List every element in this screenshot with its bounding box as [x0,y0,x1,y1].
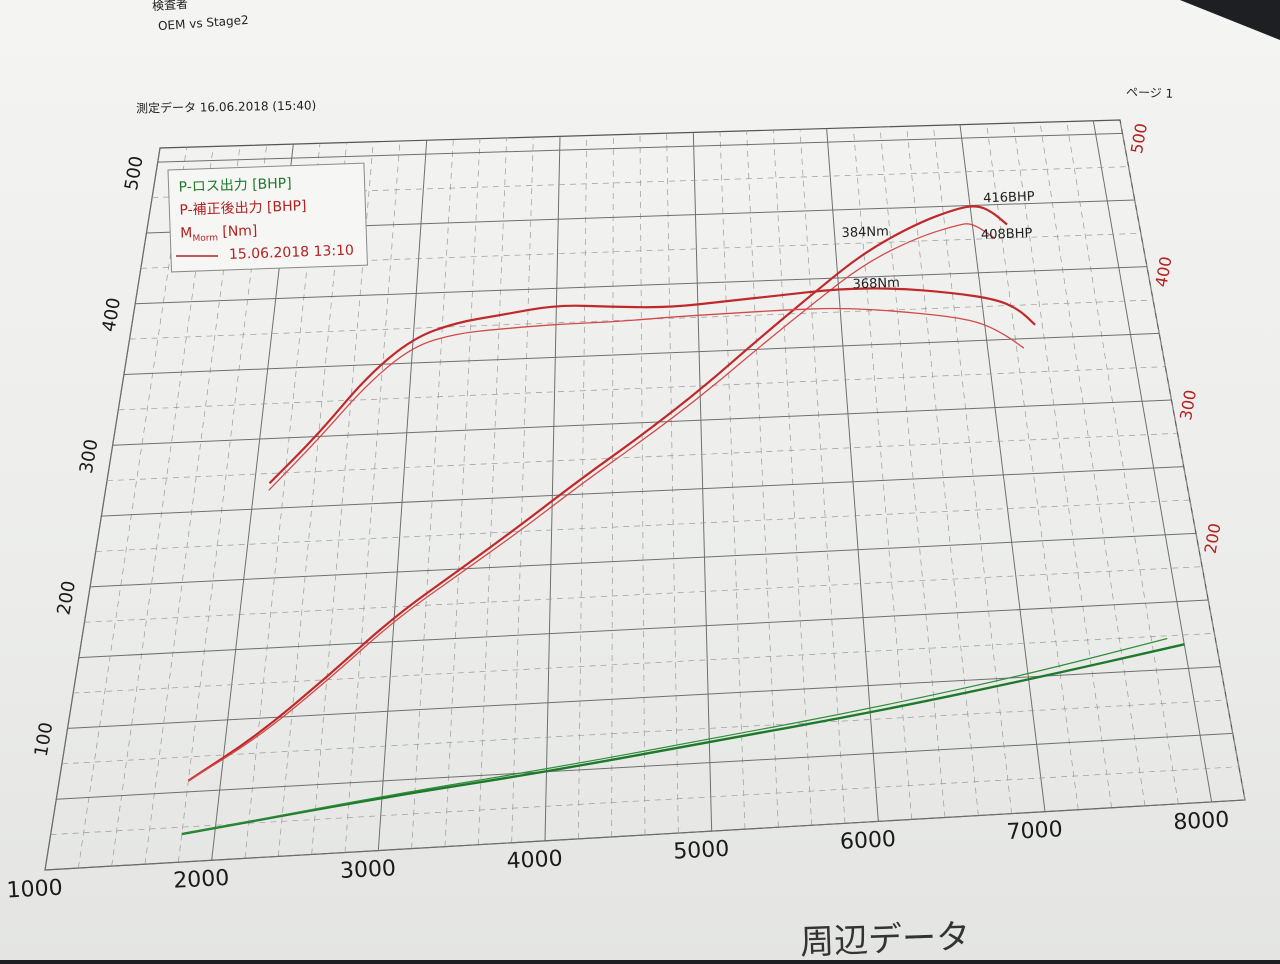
annotation-label: 408BHP [981,226,1033,243]
grid-line-v [411,139,454,849]
grid-line-v [719,131,746,830]
grid-line-v [906,126,979,816]
grid-line-v [344,140,401,853]
y-right-tick-label: 400 [1152,255,1176,288]
x-tick-label: 6000 [839,827,896,855]
legend-box [167,162,368,273]
grid-line-v [511,137,534,843]
grid-line-v [639,133,646,836]
grid-line-v [666,133,679,834]
legend-entry: P-ロス出力 [BHP] [178,176,292,196]
grid-line-v [1092,120,1213,803]
legend-entry: 15.06.2018 13:10 [229,243,354,263]
y-left-tick-label: 200 [53,579,80,616]
legend-entry: P-補正後出力 [BHP] [179,198,307,218]
chart-legend: P-ロス出力 [BHP]P-補正後出力 [BHP]MMorm [Nm]15.06… [167,162,368,273]
grid-line-v [544,136,561,841]
grid-line-h [67,666,1221,729]
series-line-5 [181,643,1185,836]
grid-line-v [959,124,1046,812]
grid-line-v [746,130,779,828]
x-tick-label: 2000 [173,866,230,894]
y-right-tick-label: 500 [1127,122,1151,155]
annotation-label: 368Nm [852,276,900,293]
x-tick-label: 8000 [1173,808,1230,836]
y-left-tick-label: 500 [121,154,148,191]
series-line-6 [181,637,1168,835]
grid-line-v [1119,119,1246,801]
grid-line-v [1039,122,1146,806]
x-tick-label: 7000 [1006,817,1063,845]
grid-line-v [377,140,428,851]
grid-line-v [44,147,161,871]
grid-line-v [1066,121,1179,804]
grid-line-h [44,799,1246,871]
grid-line-h [118,366,1166,411]
grid-line-v [577,135,588,839]
annotation-label: 416BHP [983,190,1035,207]
grid-line-h [78,599,1209,659]
grid-line-h [90,532,1197,588]
grid-line-h [123,332,1160,376]
y-left-tick-label: 300 [76,438,103,475]
series-line-3 [268,287,1036,485]
grid-line-h [157,132,1123,163]
x-tick-label: 3000 [339,856,396,884]
grid-line-h [50,766,1239,835]
grid-line-h [152,166,1129,198]
y-left-tick-label: 400 [98,296,125,333]
grid-line-h [112,399,1172,446]
grid-line-v [799,129,846,824]
series-line-4 [268,307,1025,491]
y-right-tick-label: 200 [1201,522,1225,555]
footer-title: 周辺データ [799,917,971,963]
grid-line-v [692,132,713,832]
grid-line-v [852,127,913,820]
chart-annotations: 416BHP 408BHP 384Nm 368Nm [841,190,1035,293]
annotation-label: 384Nm [841,224,889,241]
grid-line-v [477,137,508,845]
grid-line-h [73,632,1215,694]
grid-line-h [61,699,1227,765]
x-tick-label: 4000 [506,846,563,874]
series-line-2 [188,223,996,782]
grid-line-h [135,266,1147,305]
series-line-1 [187,205,1008,782]
x-tick-label: 1000 [6,876,63,904]
grid-line-v [444,138,481,847]
x-tick-label: 5000 [673,837,730,865]
y-left-tick-label: 100 [31,721,58,758]
grid-line-v [1012,123,1113,808]
grid-line-v [879,126,946,818]
grid-line-h [56,732,1233,800]
chart-series [181,205,1185,836]
y-right-tick-label: 300 [1176,388,1200,421]
grid-line-h [101,466,1184,517]
grid-line-h [129,299,1154,340]
grid-line-v [611,134,614,837]
